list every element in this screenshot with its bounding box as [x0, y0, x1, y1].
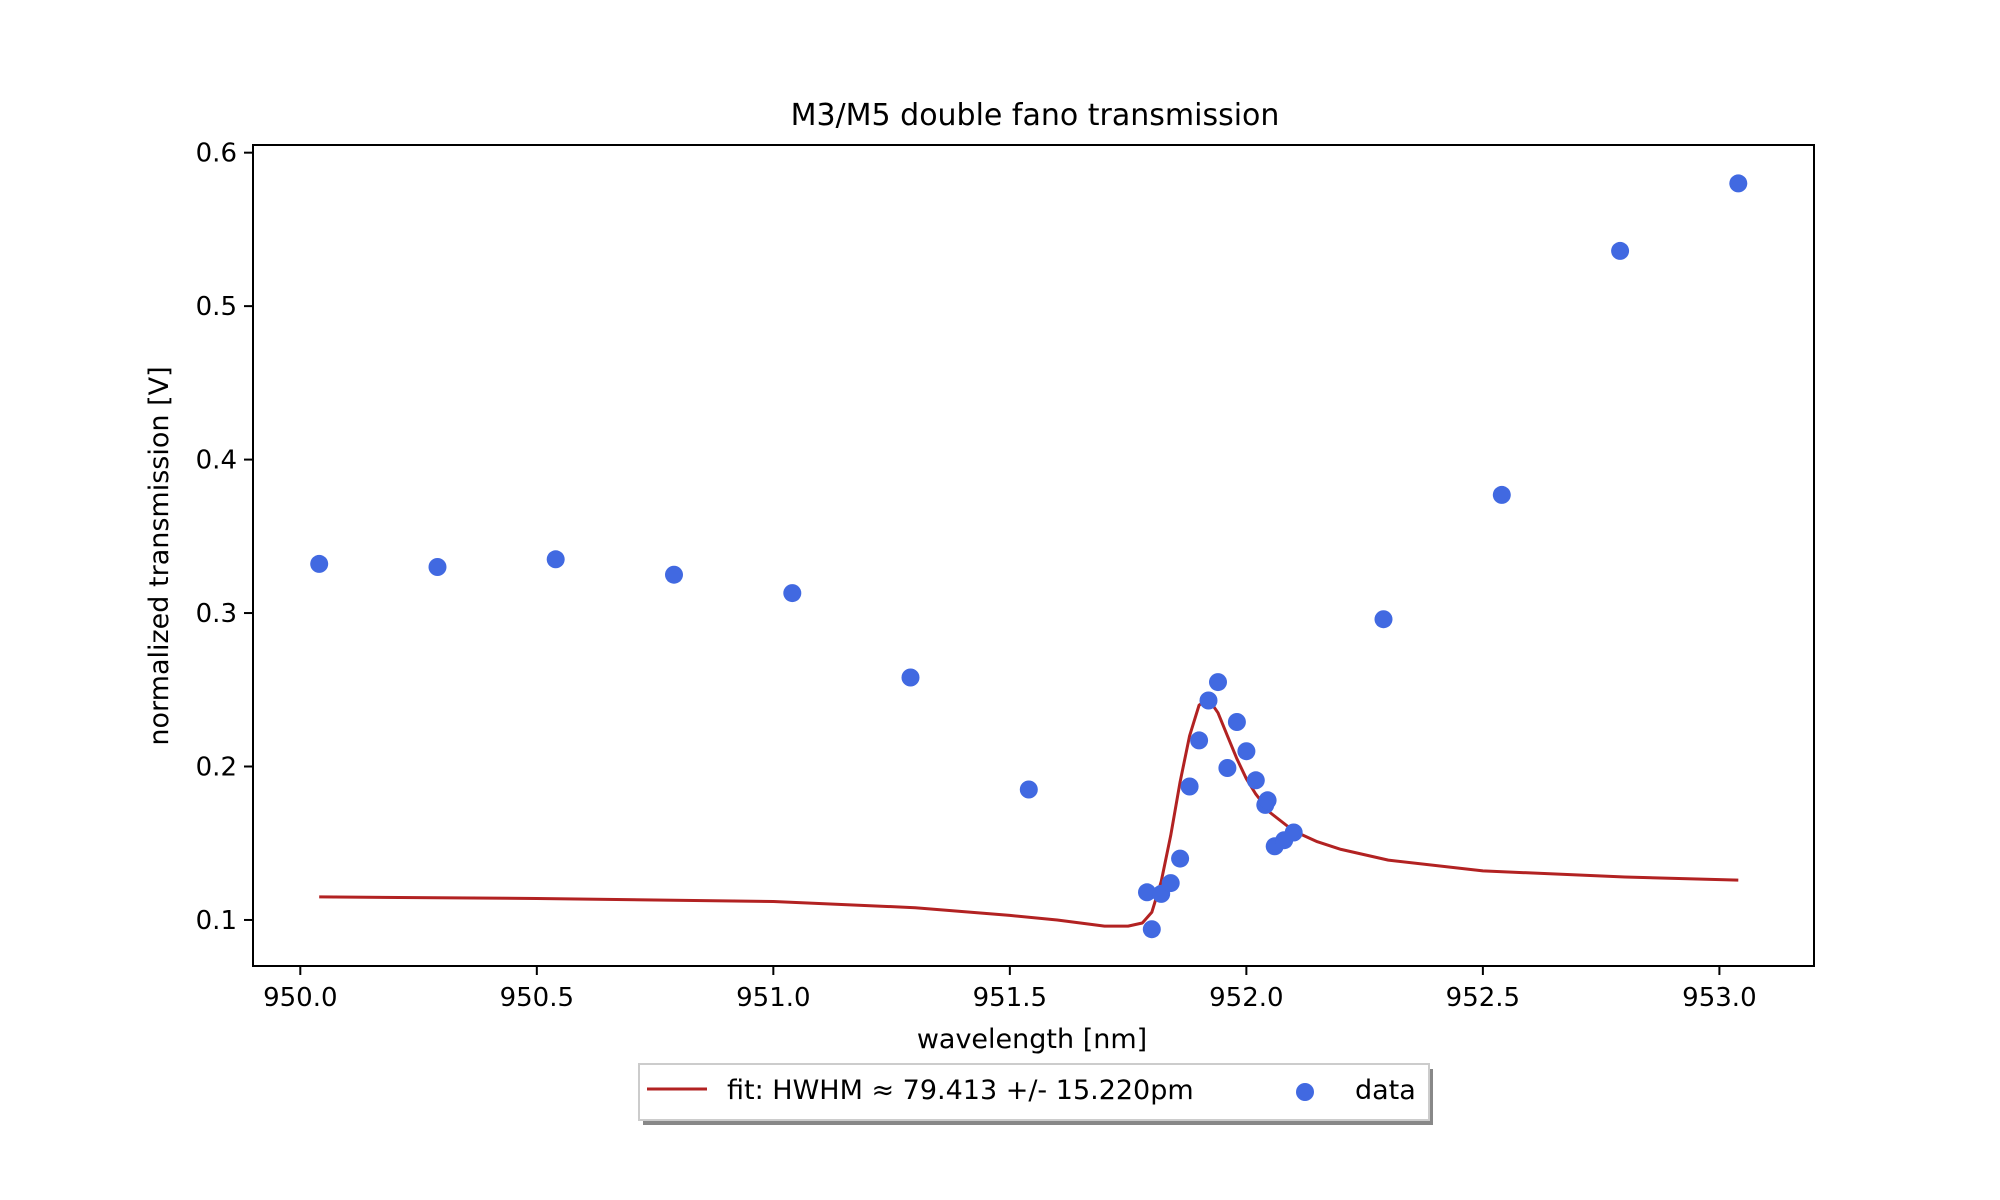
data-point: [1019, 780, 1038, 799]
y-axis-label: normalized transmission [V]: [144, 366, 175, 745]
data-point: [1190, 731, 1209, 750]
fit-series: [319, 697, 1739, 928]
data-point: [1142, 920, 1161, 939]
fit-line: [319, 697, 1739, 928]
data-point: [546, 550, 565, 569]
legend: fit: HWHM ≈ 79.413 +/- 15.220pm data: [638, 1063, 1433, 1125]
x-tick-label: 953.0: [1682, 983, 1756, 1013]
data-point: [901, 668, 920, 687]
x-axis-label: wavelength [nm]: [917, 1024, 1147, 1055]
y-tick-label: 0.5: [196, 292, 237, 322]
data-point: [1218, 759, 1237, 777]
data-point: [1284, 823, 1303, 842]
data-point: [1209, 673, 1227, 692]
data-point: [1374, 610, 1393, 629]
data-point: [1161, 874, 1180, 893]
data-point: [1729, 174, 1748, 193]
chart-title: M3/M5 double fano transmission: [791, 98, 1280, 133]
data-point: [1492, 485, 1511, 504]
data-point: [428, 558, 447, 576]
y-axis: 0.1 0.2 0.3 0.4 0.5 0.6: [196, 139, 253, 936]
data-point: [1227, 713, 1246, 731]
data-point: [1199, 691, 1218, 710]
x-tick-label: 950.0: [263, 983, 337, 1013]
y-tick-label: 0.3: [196, 599, 237, 629]
data-point: [1171, 849, 1190, 868]
x-tick-label: 951.5: [973, 983, 1047, 1013]
data-point: [1180, 777, 1199, 796]
x-tick-label: 952.0: [1209, 983, 1283, 1013]
x-tick-label: 952.5: [1446, 983, 1520, 1013]
data-point: [1138, 883, 1156, 902]
x-axis: 950.0 950.5 951.0 951.5 952.0 952.5 953.0: [263, 966, 1757, 1013]
data-point: [783, 584, 802, 603]
data-point: [1611, 241, 1630, 260]
y-tick-label: 0.2: [196, 753, 237, 783]
data-point: [1258, 791, 1277, 810]
data-point: [1246, 771, 1265, 790]
data-point: [665, 565, 683, 584]
plot-area-frame: [252, 144, 1815, 967]
data-series: [310, 174, 1748, 939]
y-tick-label: 0.6: [196, 139, 237, 169]
data-point: [310, 554, 329, 573]
legend-fit-label: fit: HWHM ≈ 79.413 +/- 15.220pm: [727, 1075, 1194, 1106]
x-tick-label: 950.5: [500, 983, 574, 1013]
data-point: [1237, 742, 1256, 761]
x-tick-label: 951.0: [736, 983, 810, 1013]
legend-data-marker: [1296, 1083, 1314, 1101]
y-tick-label: 0.4: [196, 446, 237, 476]
legend-data-label: data: [1355, 1075, 1416, 1106]
y-tick-label: 0.1: [196, 906, 237, 936]
